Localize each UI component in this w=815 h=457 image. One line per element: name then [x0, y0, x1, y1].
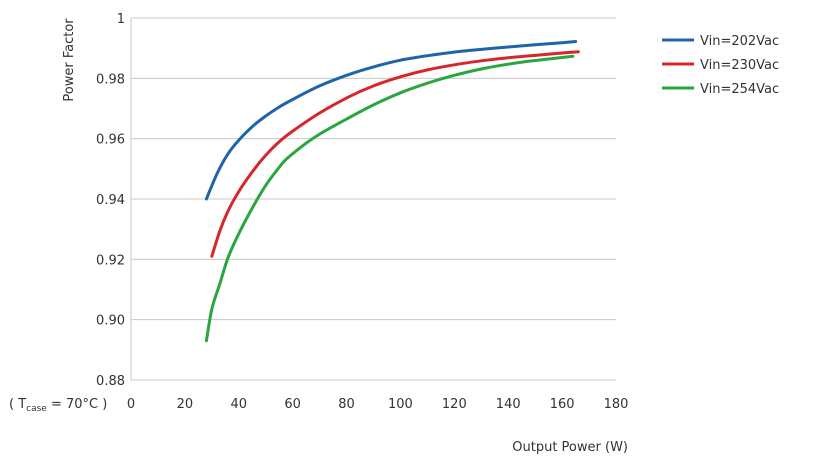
x-tick-label: 120	[442, 397, 467, 412]
condition-note-subscript: case	[26, 404, 47, 414]
y-tick-label: 0.92	[96, 253, 125, 268]
condition-note: ( Tcase = 70°C )	[9, 397, 107, 414]
y-tick-label: 0.88	[96, 374, 125, 389]
y-tick-label: 1	[117, 12, 125, 27]
y-axis-ticks: 0.88 0.90 0.92 0.94 0.96 0.98 1	[96, 12, 125, 389]
x-axis-label: Output Power (W)	[512, 440, 628, 455]
x-tick-label: 80	[338, 397, 355, 412]
x-tick-label: 60	[284, 397, 301, 412]
y-tick-label: 0.96	[96, 133, 125, 148]
legend: Vin=202Vac Vin=230Vac Vin=254Vac	[662, 34, 779, 97]
y-tick-label: 0.98	[96, 72, 125, 87]
y-axis-label: Power Factor	[62, 18, 77, 102]
x-tick-label: 140	[496, 397, 521, 412]
series-lines	[204, 40, 580, 343]
x-tick-label: 40	[231, 397, 248, 412]
x-tick-label: 160	[550, 397, 575, 412]
legend-label-0: Vin=202Vac	[700, 34, 779, 49]
y-tick-label: 0.90	[96, 314, 125, 329]
x-tick-label: 100	[388, 397, 413, 412]
condition-note-prefix: ( T	[9, 397, 26, 412]
x-tick-label: 0	[127, 397, 135, 412]
legend-label-2: Vin=254Vac	[700, 82, 779, 97]
condition-note-suffix: = 70°C )	[47, 397, 107, 412]
series-line-2	[204, 54, 575, 343]
gridlines	[130, 17, 616, 381]
y-tick-label: 0.94	[96, 193, 125, 208]
series-line-0	[204, 40, 578, 201]
series-line-1	[210, 50, 580, 258]
legend-label-1: Vin=230Vac	[700, 58, 779, 73]
x-axis-ticks: 0 20 40 60 80 100 120 140 160 180	[127, 397, 629, 412]
x-tick-label: 180	[604, 397, 629, 412]
x-tick-label: 20	[177, 397, 194, 412]
